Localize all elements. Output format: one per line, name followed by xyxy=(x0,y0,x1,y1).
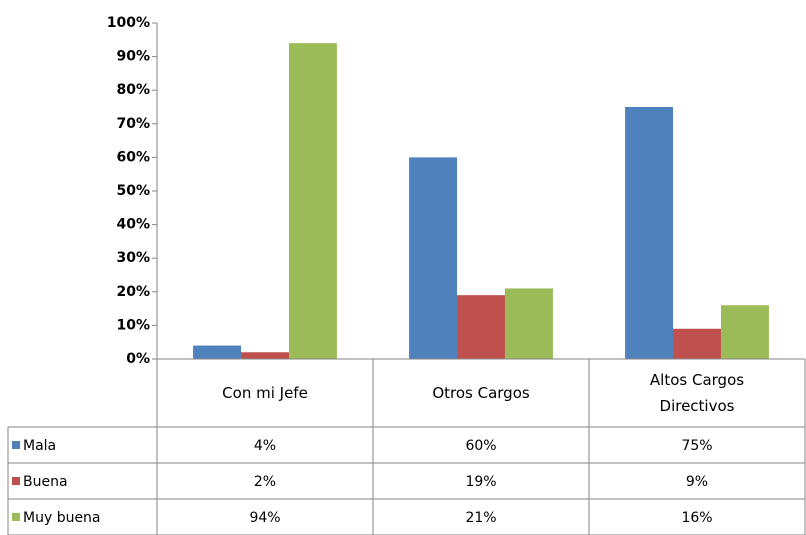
bar xyxy=(193,345,242,359)
category-cell: Otros Cargos xyxy=(432,384,530,402)
y-tick-label: 30% xyxy=(116,250,150,266)
bar xyxy=(241,352,289,359)
data-label: 94% xyxy=(249,510,280,526)
category-cell: Altos Cargos Directivos xyxy=(649,371,745,415)
data-label: 21% xyxy=(465,510,496,526)
data-label: 2% xyxy=(254,474,276,490)
category-cell: Con mi Jefe xyxy=(222,384,308,402)
data-label: 60% xyxy=(465,438,496,454)
data-label: 75% xyxy=(681,438,712,454)
y-tick-label: 60% xyxy=(116,149,150,165)
bar xyxy=(673,328,721,359)
bar xyxy=(457,295,505,359)
bar xyxy=(720,305,769,359)
x-tick-label: Altos Cargos Directivos xyxy=(649,371,745,415)
data-label: 19% xyxy=(465,474,496,490)
data-label: 16% xyxy=(681,510,712,526)
y-tick-label: 100% xyxy=(107,15,150,31)
legend-label: Buena xyxy=(23,474,68,490)
bar xyxy=(409,157,458,359)
x-tick-label: Con mi Jefe xyxy=(222,384,308,402)
y-tick-label: 10% xyxy=(116,317,150,333)
data-label: 4% xyxy=(254,438,276,454)
bar xyxy=(288,43,337,359)
y-tick-label: 80% xyxy=(116,82,150,98)
data-label: 9% xyxy=(686,474,708,490)
y-tick-label: 90% xyxy=(116,49,150,65)
legend-label: Muy buena xyxy=(23,510,101,526)
y-tick-label: 70% xyxy=(116,116,150,132)
x-tick-label: Otros Cargos xyxy=(432,384,530,402)
bar xyxy=(504,288,553,359)
y-tick-label: 40% xyxy=(116,217,150,233)
y-tick-label: 0% xyxy=(126,351,150,367)
legend-swatch xyxy=(12,513,20,521)
y-tick-label: 50% xyxy=(116,183,150,199)
bar xyxy=(625,107,674,359)
legend-label: Mala xyxy=(23,438,56,454)
legend-swatch xyxy=(12,441,20,449)
legend-swatch xyxy=(12,477,20,485)
y-tick-label: 20% xyxy=(116,284,150,300)
y-axis: 0% 10% 20% 30% 40% 50% 60% 70% 80% 90% 100% xyxy=(107,15,158,367)
